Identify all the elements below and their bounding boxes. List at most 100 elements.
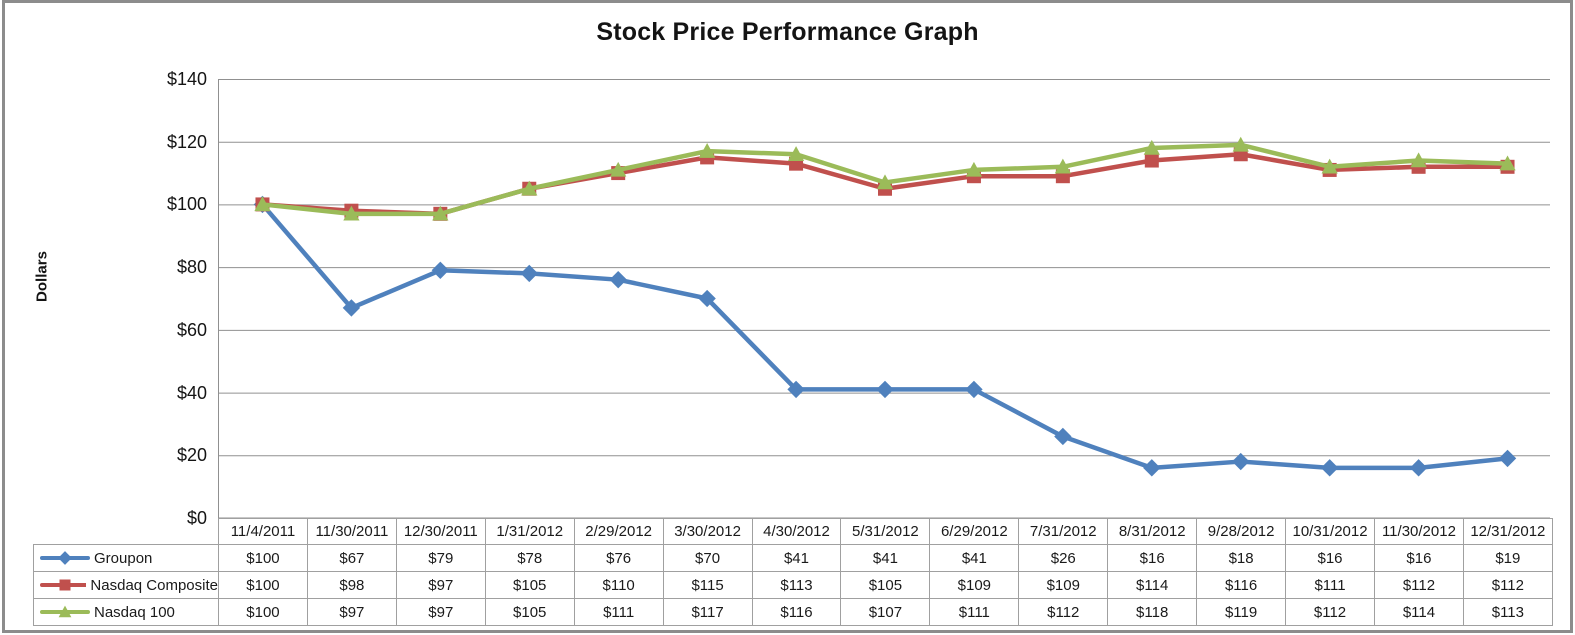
marker-nasdaq-100	[1232, 136, 1249, 152]
date-header-cell: 1/31/2012	[484, 518, 575, 545]
value-cell-groupon: $67	[306, 544, 397, 572]
marker-groupon	[1054, 427, 1072, 446]
y-tick-label: $60	[176, 319, 207, 340]
value-cell-nasdaq-composite: $105	[484, 571, 575, 599]
table-row-nasdaq-composite: Nasdaq Composite $100 $98 $97 $105 $110 $115 $1…	[33, 571, 1553, 599]
date-header-cell: 9/28/2012	[1196, 518, 1287, 545]
value-cell-groupon: $79	[395, 544, 486, 572]
value-cell-groupon: $41	[840, 544, 931, 572]
value-cell-groupon: $26	[1018, 544, 1109, 572]
legend-label-nasdaq-100: Nasdaq 100	[94, 603, 175, 621]
value-cell-nasdaq-composite: $97	[395, 571, 486, 599]
y-axis-title: Dollars	[33, 251, 51, 302]
value-cell-nasdaq-composite: $109	[929, 571, 1020, 599]
marker-nasdaq-100	[432, 205, 449, 221]
legend-marker-groupon-icon	[40, 551, 90, 565]
table-corner-blank	[33, 518, 219, 545]
y-tick-label: $120	[166, 131, 207, 152]
marker-nasdaq-100	[610, 161, 627, 177]
value-cell-nasdaq-100: $97	[395, 598, 486, 626]
marker-groupon	[609, 271, 627, 289]
value-cell-nasdaq-composite: $105	[840, 571, 931, 599]
y-tick-label: $140	[166, 69, 207, 89]
marker-groupon	[1232, 452, 1250, 471]
value-cell-groupon: $18	[1196, 544, 1287, 572]
marker-groupon	[342, 299, 361, 317]
marker-nasdaq-100	[343, 205, 360, 221]
legend-key-nasdaq-composite: Nasdaq Composite	[33, 571, 219, 599]
marker-nasdaq-100	[965, 161, 983, 177]
value-cell-nasdaq-100: $113	[1462, 598, 1553, 626]
value-cell-nasdaq-100: $116	[751, 598, 842, 626]
value-cell-nasdaq-100: $100	[218, 598, 308, 626]
marker-nasdaq-100	[1054, 158, 1071, 174]
date-header-cell: 3/30/2012	[662, 518, 753, 545]
value-cell-nasdaq-100: $97	[306, 598, 397, 626]
date-header-cell: 2/29/2012	[573, 518, 664, 545]
value-cell-groupon: $70	[662, 544, 753, 572]
legend-key-groupon: Groupon	[33, 544, 219, 572]
value-cell-groupon: $100	[218, 544, 308, 572]
marker-groupon	[431, 261, 450, 279]
date-header-cell: 6/29/2012	[929, 518, 1020, 545]
marker-groupon	[1409, 459, 1428, 477]
value-cell-nasdaq-100: $105	[484, 598, 575, 626]
value-cell-groupon: $16	[1373, 544, 1464, 572]
date-header-cell: 11/4/2011	[218, 518, 308, 545]
marker-groupon	[965, 380, 983, 399]
value-cell-groupon: $16	[1285, 544, 1375, 572]
value-cell-nasdaq-composite: $98	[306, 571, 397, 599]
marker-nasdaq-100	[1499, 155, 1516, 171]
legend-marker-nasdaq-composite-icon	[40, 579, 87, 591]
marker-groupon	[520, 264, 538, 283]
value-cell-nasdaq-100: $112	[1018, 598, 1109, 626]
legend-marker-nasdaq-100-icon	[40, 605, 90, 618]
date-header-cell: 4/30/2012	[751, 518, 842, 545]
value-cell-nasdaq-100: $111	[929, 598, 1020, 626]
marker-groupon	[1143, 459, 1161, 477]
date-header-cell: 12/31/2012	[1462, 518, 1553, 545]
table-row-groupon: Groupon $100 $67 $79 $78 $76 $70 $41 $41 $41 $26 $1…	[33, 544, 1553, 572]
marker-nasdaq-composite	[1144, 153, 1159, 168]
value-cell-nasdaq-composite: $112	[1462, 571, 1553, 599]
value-cell-nasdaq-composite: $113	[751, 571, 842, 599]
data-table: 11/4/2011 11/30/2011 12/30/2011 1/31/2012 2/…	[33, 518, 1553, 626]
y-tick-label: $20	[176, 445, 207, 466]
value-cell-nasdaq-composite: $114	[1107, 571, 1198, 599]
date-header-cell: 11/30/2012	[1373, 518, 1464, 545]
date-header-cell: 11/30/2011	[306, 518, 397, 545]
chart-title: Stock Price Performance Graph	[596, 18, 979, 46]
marker-nasdaq-100	[1143, 139, 1160, 155]
date-header-cell: 12/30/2011	[395, 518, 486, 545]
value-cell-nasdaq-composite: $116	[1196, 571, 1287, 599]
marker-groupon	[698, 289, 716, 308]
value-cell-groupon: $78	[484, 544, 575, 572]
marker-nasdaq-100	[1321, 158, 1338, 174]
value-cell-nasdaq-composite: $100	[218, 571, 308, 599]
marker-nasdaq-100	[876, 174, 894, 190]
plot-area	[218, 79, 1550, 519]
y-tick-label: $80	[176, 257, 207, 278]
date-header-cell: 8/31/2012	[1107, 518, 1198, 545]
marker-nasdaq-100	[254, 196, 271, 212]
value-cell-groupon: $76	[573, 544, 664, 572]
value-cell-nasdaq-composite: $112	[1373, 571, 1464, 599]
y-tick-label: $100	[166, 194, 207, 215]
value-cell-nasdaq-composite: $111	[1285, 571, 1375, 599]
value-cell-nasdaq-composite: $109	[1018, 571, 1109, 599]
value-cell-nasdaq-100: $112	[1285, 598, 1375, 626]
marker-nasdaq-100	[1410, 152, 1427, 168]
value-cell-groupon: $16	[1107, 544, 1198, 572]
value-cell-groupon: $19	[1462, 544, 1553, 572]
marker-groupon	[1498, 449, 1517, 468]
value-cell-nasdaq-composite: $115	[662, 571, 753, 599]
marker-nasdaq-100	[521, 180, 538, 196]
value-cell-nasdaq-100: $119	[1196, 598, 1287, 626]
value-cell-nasdaq-100: $114	[1373, 598, 1464, 626]
marker-groupon	[1320, 459, 1339, 477]
value-cell-nasdaq-100: $118	[1107, 598, 1198, 626]
marker-nasdaq-100	[787, 146, 805, 161]
legend-label-nasdaq-composite: Nasdaq Composite	[90, 576, 218, 594]
date-header-cell: 10/31/2012	[1285, 518, 1375, 545]
